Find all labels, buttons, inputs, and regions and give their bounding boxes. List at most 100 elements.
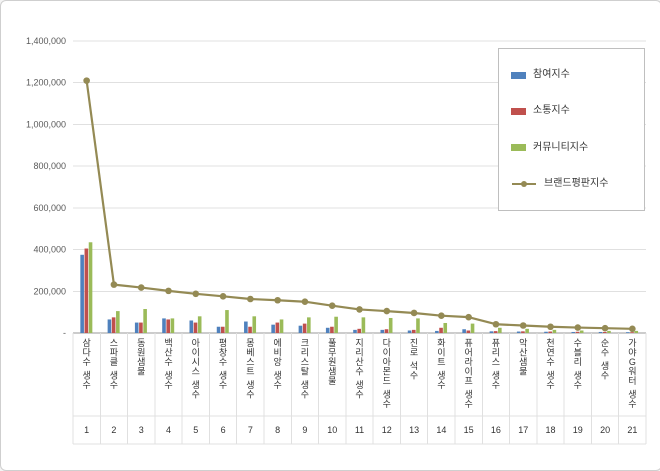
svg-text:1,000,000: 1,000,000 xyxy=(26,119,66,129)
bar xyxy=(498,327,502,333)
bar xyxy=(216,326,221,333)
line-marker xyxy=(574,324,582,331)
line-marker xyxy=(83,77,90,84)
svg-text:1,200,000: 1,200,000 xyxy=(26,78,66,88)
index-label: 18 xyxy=(545,425,555,435)
index-label: 1 xyxy=(84,425,89,435)
line-marker xyxy=(629,325,636,333)
bar xyxy=(116,311,120,333)
bar xyxy=(579,330,584,333)
bar xyxy=(435,330,439,333)
index-label: 21 xyxy=(627,425,637,435)
bar xyxy=(571,331,576,333)
legend-item-participation-index: 참여지수 xyxy=(511,70,632,80)
line-marker xyxy=(219,292,227,300)
bar xyxy=(107,319,112,333)
bar xyxy=(470,323,475,333)
bar xyxy=(607,330,611,333)
legend-swatch-communication-icon xyxy=(511,107,526,115)
bars-2 xyxy=(88,242,639,333)
index-label: 12 xyxy=(382,425,392,435)
bar xyxy=(439,327,443,333)
bar xyxy=(630,332,634,333)
index-label: 17 xyxy=(518,425,528,435)
index-label: 3 xyxy=(139,425,144,435)
bar xyxy=(225,310,229,333)
bars-1 xyxy=(84,248,634,333)
bar xyxy=(407,330,412,333)
bar xyxy=(166,319,170,333)
bar xyxy=(307,317,311,333)
bar xyxy=(521,331,525,333)
index-label: 20 xyxy=(600,425,610,435)
bar xyxy=(84,248,89,333)
bar xyxy=(80,254,84,333)
bar xyxy=(302,323,307,333)
index-label: 14 xyxy=(436,425,446,435)
category-labels: 삼 다 수 생 수 스 파 클 생 수 동 원 샘 물 백 산 수 생 수 아 이 시 스 생 수 평 창 수 생 수 몽 베 스 트 생 수 에 비 앙 생… xyxy=(83,337,637,409)
bar xyxy=(353,329,357,333)
line-marker xyxy=(410,309,418,317)
bar xyxy=(88,242,93,333)
line-marker xyxy=(301,298,309,306)
line-marker xyxy=(328,302,336,309)
legend-label-brand-reputation: 브랜드평판지수 xyxy=(544,177,609,189)
line-marker xyxy=(165,287,172,295)
line-marker xyxy=(547,323,554,331)
legend-label-community: 커뮤니티지수 xyxy=(533,141,589,153)
index-label: 11 xyxy=(355,425,364,435)
bar xyxy=(252,316,257,333)
bar xyxy=(493,331,498,333)
index-label: 8 xyxy=(275,425,280,435)
legend-line-marker-icon xyxy=(512,180,536,187)
bar xyxy=(170,318,175,333)
index-label: 5 xyxy=(193,425,198,435)
index-label: 9 xyxy=(302,425,307,435)
bar xyxy=(552,329,557,333)
line-marker xyxy=(110,281,118,288)
line-markers xyxy=(83,77,636,333)
legend-item-community-index: 커뮤니티지수 xyxy=(511,141,632,153)
line-marker xyxy=(465,313,472,321)
bar xyxy=(462,329,466,333)
bar xyxy=(330,326,334,333)
bar xyxy=(279,319,284,333)
bar xyxy=(548,331,552,333)
bar xyxy=(357,328,361,333)
line-marker xyxy=(247,295,254,303)
index-label: 7 xyxy=(248,425,253,435)
bar xyxy=(111,317,116,333)
bar xyxy=(489,331,494,333)
legend-item-brand-reputation-index: 브랜드평판지수 xyxy=(511,177,632,189)
line-marker xyxy=(492,320,500,328)
bar xyxy=(411,329,416,333)
bar xyxy=(197,316,202,333)
bar xyxy=(602,331,607,333)
line-marker xyxy=(274,296,281,304)
bar xyxy=(416,318,420,333)
bar xyxy=(516,331,521,333)
bar xyxy=(325,327,330,333)
legend-label-communication: 소통지수 xyxy=(533,105,570,117)
bar xyxy=(575,331,580,333)
legend: 참여지수 소통지수 커뮤니티지수 브랜드평판지수 xyxy=(498,48,645,211)
bar xyxy=(248,326,252,333)
bar xyxy=(634,330,639,333)
index-label: 4 xyxy=(166,425,171,435)
bar xyxy=(466,330,471,333)
index-label: 15 xyxy=(464,425,474,435)
